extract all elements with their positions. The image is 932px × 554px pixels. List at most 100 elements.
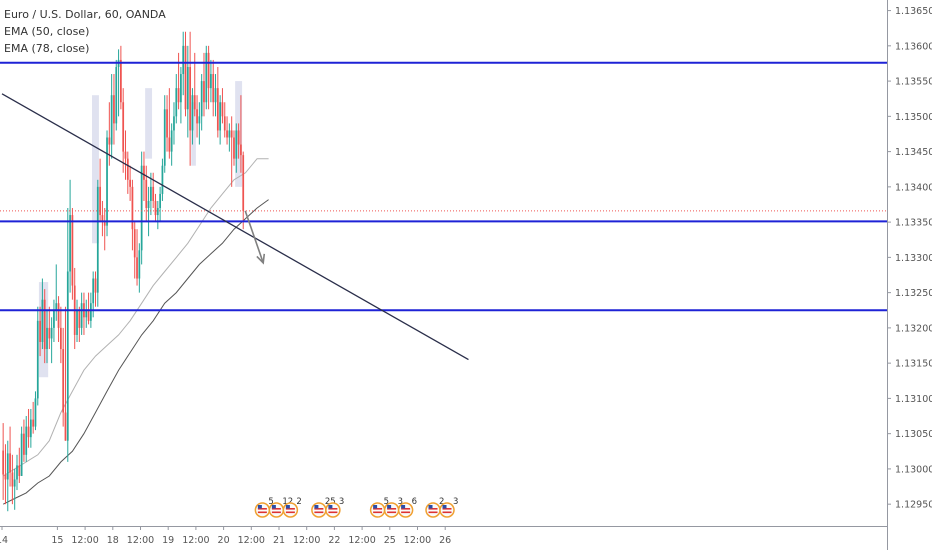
time-tick-label: 22 [328,535,340,546]
candle-body [23,433,25,455]
candle-body [18,465,21,476]
flag-canton [401,505,406,509]
time-tick-label: 12:00 [127,535,154,546]
candle-body [39,320,41,342]
candle-down [87,292,90,325]
candle-up [96,179,99,307]
time-tick-label: 12:00 [71,535,98,546]
flag-canton [271,505,276,509]
event-count-label: 5 [268,497,273,507]
candle-body [193,95,196,110]
candle-body [78,310,81,328]
candle-down [27,408,30,448]
candle-down [113,74,115,145]
candle-body [55,303,58,311]
flag-stripe [314,508,324,510]
candle-body [57,303,60,328]
us-flag-icon [383,502,400,518]
candle-body [136,257,138,279]
candle-down [237,123,240,159]
price-tick-label: 1.12950 [895,500,932,511]
us-flag-icon [397,502,414,518]
candle-down [39,306,41,357]
candle-up [200,74,203,131]
flag-canton [314,505,319,509]
candle-body [16,465,18,480]
time-tick-label: 15 [51,535,63,546]
candle-down [143,151,145,201]
flag-stripe [285,511,295,514]
us-flag-icon [369,502,386,518]
candle-body [94,278,97,293]
us-flag-icon [425,502,441,518]
candle-down [212,59,215,117]
candle-body [133,229,136,258]
candle-body [20,433,23,476]
flag-stripe [401,511,411,514]
time-tick-label: 12:00 [404,535,431,546]
flag-canton [373,505,378,509]
event-count-label: 25 [325,497,336,507]
candle-up [161,158,164,201]
economic-events[interactable]: 5 12 2 25 3 5 3 6 2 3 [254,497,458,518]
flag-stripe [271,511,281,514]
candle-body [143,165,145,180]
candle-up [36,306,39,406]
candle-body [198,116,201,124]
trendline-group[interactable] [1,93,469,361]
flag-stripe [257,511,267,514]
candle-down [189,31,192,166]
projection-arrowhead [256,253,266,265]
candle-body [205,52,208,103]
price-tick-label: 1.13350 [895,218,932,229]
candle-up [186,45,189,138]
candle-body [108,137,111,145]
economic-event-group[interactable]: 25 3 [311,497,344,518]
flag-canton [257,505,262,509]
candle-down [242,151,245,230]
candle-up [235,123,238,173]
economic-event-group[interactable]: 5 12 2 [254,497,302,518]
trendline [1,93,469,361]
candle-up [6,440,9,512]
candle-up [76,299,78,342]
projection-arrow [244,210,264,264]
candle-body [110,95,113,145]
candle-up [69,179,71,293]
candle-down [223,102,226,138]
candle-up [85,299,88,328]
candle-body [99,186,101,216]
candle-down [166,95,168,152]
candle-body [216,88,219,131]
ema-slow-line [2,199,269,505]
time-tick-label: 26 [439,535,451,546]
candle-body [223,116,226,131]
candle-body [27,426,30,438]
candle-up [175,74,178,124]
time-tick-label: 25 [384,535,396,546]
time-axis[interactable]: 14 15 12:00 18 12:00 19 12:00 20 12:00 21 12:00 22 1… [0,526,887,550]
flag-stripe [328,508,338,510]
candle-body [96,186,99,293]
price-axis[interactable]: 1.12950 1.13000 1.13050 1.13100 1.13150 1.132… [887,0,932,550]
candle-up [214,74,217,117]
candle-up [55,264,58,321]
price-axis-bg [887,0,932,550]
price-tick-label: 1.13000 [895,464,932,475]
candle-up [110,74,113,159]
candle-body [163,109,166,166]
candle-body [200,81,203,117]
candle-body [147,200,150,209]
candle-down [23,419,25,462]
candle-down [43,289,46,364]
candle-body [140,165,143,251]
flag-stripe [373,511,383,514]
candle-body [48,327,51,339]
candle-up [140,151,143,265]
us-flag-icon [268,502,285,518]
event-count-label: 2 [296,497,301,507]
